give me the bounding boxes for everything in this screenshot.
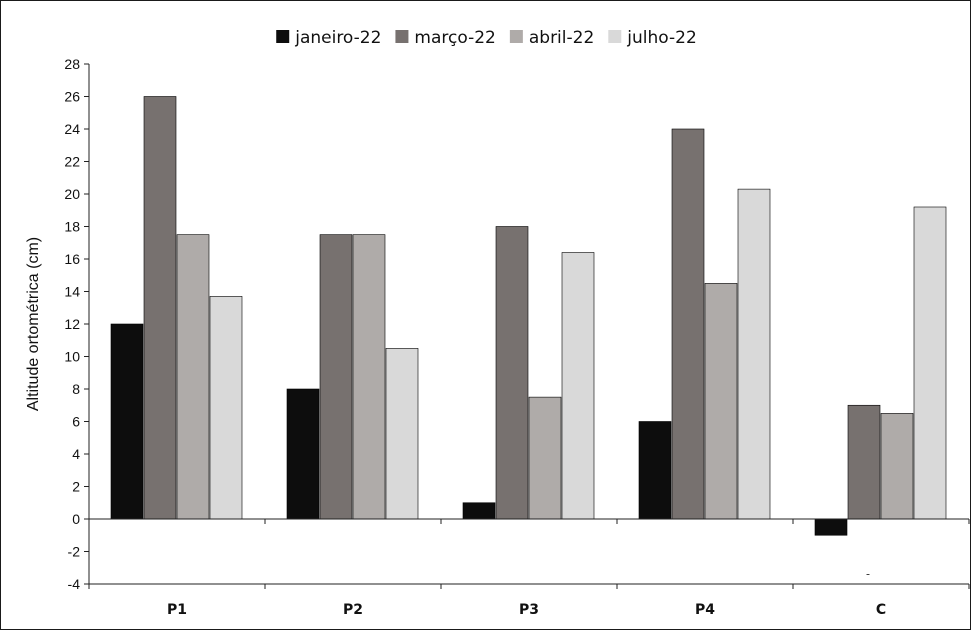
x-tick-label: P4 bbox=[695, 602, 715, 618]
legend: janeiro-22 março-22 abril-22 julho-22 bbox=[276, 28, 697, 48]
y-tick-label: 4 bbox=[72, 446, 80, 462]
bar-p1-1 bbox=[143, 96, 177, 520]
y-tick-label: 16 bbox=[64, 251, 80, 267]
x-tick-label: C bbox=[876, 602, 886, 618]
legend-swatch bbox=[276, 30, 290, 43]
y-tick-label: 8 bbox=[72, 381, 80, 397]
bar-p2-1 bbox=[319, 234, 353, 520]
y-tick-label: 0 bbox=[72, 511, 80, 527]
legend-swatch bbox=[509, 30, 523, 43]
bar-c-0 bbox=[814, 518, 848, 536]
bar-p1-2 bbox=[176, 234, 210, 520]
legend-label: janeiro-22 bbox=[294, 28, 381, 48]
legend-label: julho-22 bbox=[626, 28, 696, 48]
x-tick-label: P3 bbox=[519, 602, 539, 618]
y-tick-label: 28 bbox=[64, 56, 80, 72]
bar-c-3 bbox=[913, 206, 947, 520]
legend-swatch bbox=[608, 30, 622, 43]
bar-p4-0 bbox=[638, 421, 672, 520]
y-tick-label: 6 bbox=[72, 414, 80, 430]
y-tick-label: 24 bbox=[64, 121, 80, 137]
y-tick-label: -2 bbox=[68, 544, 81, 560]
legend-label: março-22 bbox=[414, 28, 495, 48]
y-tick-label: 20 bbox=[64, 186, 80, 202]
x-axis: P1 P2 P3 P4 C - bbox=[88, 518, 970, 618]
bar-c-1 bbox=[847, 404, 881, 520]
y-tick-label: 10 bbox=[64, 349, 80, 365]
y-tick-label: -4 bbox=[68, 576, 81, 592]
bar-p3-0 bbox=[462, 502, 496, 520]
legend-label: abril-22 bbox=[529, 28, 594, 48]
bar-p2-0 bbox=[286, 388, 320, 520]
bar-p1-0 bbox=[110, 323, 144, 520]
y-tick-label: 2 bbox=[72, 479, 80, 495]
bar-p2-2 bbox=[352, 234, 386, 520]
y-tick-label: 18 bbox=[64, 219, 80, 235]
y-axis-label: Altitude ortométrica (cm) bbox=[25, 237, 42, 411]
annotation: - bbox=[866, 567, 870, 581]
bar-c-2 bbox=[880, 413, 914, 520]
x-tick-label: P1 bbox=[167, 602, 187, 618]
bar-p3-2 bbox=[528, 396, 562, 520]
y-tick-label: 26 bbox=[64, 89, 80, 105]
legend-swatch bbox=[395, 30, 409, 43]
bar-p4-3 bbox=[737, 188, 771, 520]
y-tick-label: 22 bbox=[64, 154, 80, 170]
y-tick-label: 12 bbox=[64, 316, 80, 332]
bar-p2-3 bbox=[385, 348, 419, 520]
x-tick-label: P2 bbox=[343, 602, 363, 618]
bar-p3-3 bbox=[561, 252, 595, 520]
bar-p1-3 bbox=[209, 296, 243, 520]
bar-p4-1 bbox=[671, 128, 705, 520]
bars bbox=[110, 96, 947, 536]
y-tick-label: 14 bbox=[64, 284, 80, 300]
bar-p3-1 bbox=[495, 226, 529, 520]
bar-p4-2 bbox=[704, 283, 738, 520]
